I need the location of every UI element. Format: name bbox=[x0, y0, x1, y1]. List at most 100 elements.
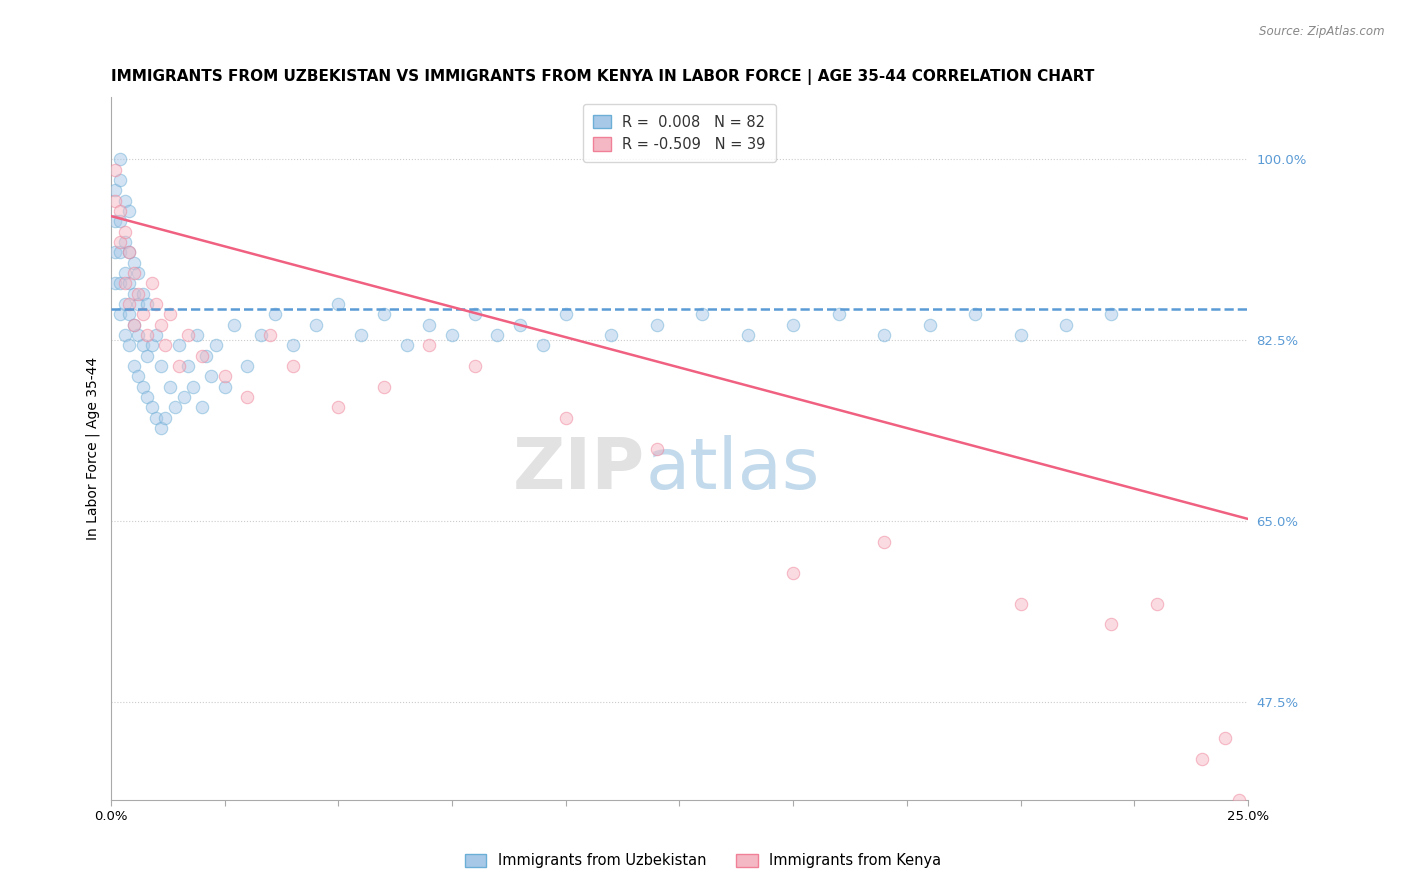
Legend: R =  0.008   N = 82, R = -0.509   N = 39: R = 0.008 N = 82, R = -0.509 N = 39 bbox=[583, 104, 776, 162]
Point bbox=[122, 359, 145, 373]
Point bbox=[149, 318, 172, 332]
Legend: Immigrants from Uzbekistan, Immigrants from Kenya: Immigrants from Uzbekistan, Immigrants f… bbox=[457, 847, 949, 876]
Point bbox=[191, 349, 214, 363]
Point bbox=[118, 277, 141, 291]
Point bbox=[114, 235, 136, 249]
Point bbox=[136, 327, 159, 342]
Point bbox=[145, 297, 167, 311]
Text: IMMIGRANTS FROM UZBEKISTAN VS IMMIGRANTS FROM KENYA IN LABOR FORCE | AGE 35-44 C: IMMIGRANTS FROM UZBEKISTAN VS IMMIGRANTS… bbox=[111, 69, 1094, 85]
Point bbox=[114, 297, 136, 311]
Point bbox=[132, 379, 155, 393]
Point bbox=[1010, 597, 1032, 611]
Point bbox=[690, 307, 713, 321]
Point bbox=[163, 401, 186, 415]
Point bbox=[127, 286, 149, 301]
Point bbox=[186, 327, 208, 342]
Point bbox=[173, 390, 195, 404]
Point bbox=[464, 307, 486, 321]
Point bbox=[1191, 752, 1213, 766]
Point bbox=[214, 379, 236, 393]
Point bbox=[141, 338, 163, 352]
Point bbox=[827, 307, 849, 321]
Point bbox=[873, 534, 896, 549]
Text: Source: ZipAtlas.com: Source: ZipAtlas.com bbox=[1260, 25, 1385, 38]
Point bbox=[104, 194, 127, 208]
Point bbox=[191, 401, 214, 415]
Point bbox=[259, 327, 281, 342]
Point bbox=[963, 307, 986, 321]
Point bbox=[145, 327, 167, 342]
Point bbox=[108, 173, 131, 187]
Point bbox=[1213, 731, 1236, 745]
Point bbox=[395, 338, 418, 352]
Point bbox=[1227, 793, 1250, 807]
Point bbox=[132, 286, 155, 301]
Point bbox=[108, 203, 131, 218]
Point bbox=[155, 410, 177, 425]
Point bbox=[554, 307, 576, 321]
Point bbox=[136, 390, 159, 404]
Point bbox=[181, 379, 204, 393]
Point bbox=[236, 359, 259, 373]
Point bbox=[155, 338, 177, 352]
Point bbox=[204, 338, 226, 352]
Point bbox=[141, 401, 163, 415]
Point bbox=[127, 327, 149, 342]
Point bbox=[118, 203, 141, 218]
Point bbox=[118, 245, 141, 260]
Point bbox=[486, 327, 509, 342]
Point bbox=[350, 327, 373, 342]
Point bbox=[281, 338, 304, 352]
Point bbox=[118, 245, 141, 260]
Y-axis label: In Labor Force | Age 35-44: In Labor Force | Age 35-44 bbox=[86, 357, 100, 541]
Point bbox=[214, 369, 236, 384]
Point bbox=[373, 379, 395, 393]
Point bbox=[104, 183, 127, 197]
Point bbox=[200, 369, 222, 384]
Point bbox=[1101, 307, 1123, 321]
Point bbox=[118, 297, 141, 311]
Point bbox=[136, 297, 159, 311]
Point bbox=[1101, 617, 1123, 632]
Point bbox=[145, 410, 167, 425]
Point bbox=[782, 318, 804, 332]
Point bbox=[104, 277, 127, 291]
Point bbox=[108, 245, 131, 260]
Point bbox=[1146, 597, 1168, 611]
Point bbox=[108, 235, 131, 249]
Point bbox=[177, 359, 200, 373]
Point bbox=[122, 318, 145, 332]
Point bbox=[418, 318, 440, 332]
Point bbox=[118, 307, 141, 321]
Point bbox=[236, 390, 259, 404]
Point bbox=[108, 214, 131, 228]
Point bbox=[114, 225, 136, 239]
Point bbox=[373, 307, 395, 321]
Point bbox=[104, 162, 127, 177]
Point bbox=[918, 318, 941, 332]
Point bbox=[1010, 327, 1032, 342]
Point bbox=[167, 338, 190, 352]
Point bbox=[127, 297, 149, 311]
Point bbox=[114, 277, 136, 291]
Point bbox=[108, 277, 131, 291]
Point bbox=[159, 379, 181, 393]
Point bbox=[114, 194, 136, 208]
Point bbox=[122, 318, 145, 332]
Point bbox=[263, 307, 285, 321]
Point bbox=[118, 338, 141, 352]
Point bbox=[554, 410, 576, 425]
Point bbox=[304, 318, 326, 332]
Text: atlas: atlas bbox=[645, 435, 820, 504]
Point bbox=[328, 401, 350, 415]
Point bbox=[141, 277, 163, 291]
Point bbox=[132, 338, 155, 352]
Point bbox=[328, 297, 350, 311]
Point bbox=[782, 566, 804, 580]
Point bbox=[645, 442, 668, 456]
Point bbox=[440, 327, 463, 342]
Point bbox=[737, 327, 759, 342]
Point bbox=[509, 318, 531, 332]
Point bbox=[122, 266, 145, 280]
Point bbox=[149, 359, 172, 373]
